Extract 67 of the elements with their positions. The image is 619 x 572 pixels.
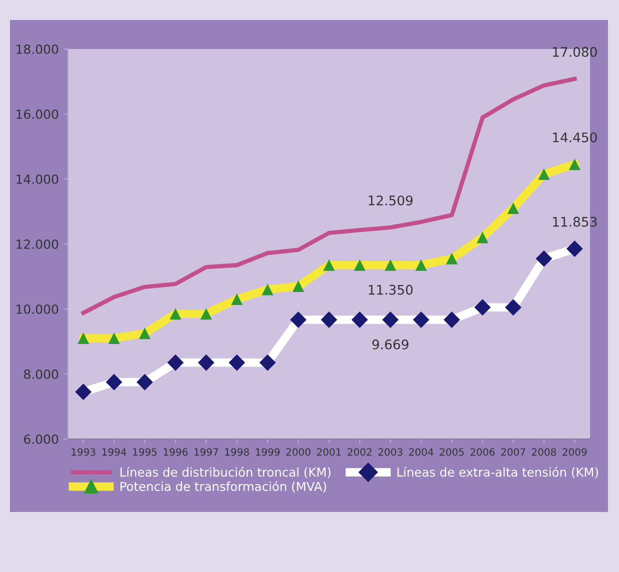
x-tick-label: 2002 bbox=[348, 448, 372, 456]
point bbox=[231, 293, 243, 306]
data-label: 9.669 bbox=[372, 339, 408, 350]
point bbox=[568, 158, 580, 170]
data-label: 14.450 bbox=[553, 132, 597, 142]
x-tick-label: 2009 bbox=[562, 448, 587, 456]
x-tick-label: 1998 bbox=[225, 448, 249, 456]
x-tick-label: 2004 bbox=[409, 448, 434, 456]
x-tick-label: 2005 bbox=[440, 448, 464, 456]
point bbox=[167, 354, 184, 371]
point bbox=[170, 308, 182, 320]
data-label: 17.080 bbox=[553, 46, 597, 57]
legend-label: Líneas de extra-alta tensión (KM) bbox=[398, 466, 598, 478]
y-tick-label: 16.000 bbox=[16, 109, 58, 119]
point bbox=[446, 252, 458, 264]
x-tick-label: 2007 bbox=[501, 448, 526, 456]
point bbox=[474, 299, 491, 316]
y-tick-label: 6.000 bbox=[24, 434, 58, 444]
point bbox=[262, 284, 274, 296]
x-tick-label: 1994 bbox=[102, 448, 126, 456]
data-label: 11.853 bbox=[553, 216, 597, 227]
x-tick-label: 2000 bbox=[286, 448, 310, 456]
point bbox=[200, 308, 212, 320]
legend-label: Líneas de distribución troncal (KM) bbox=[120, 466, 330, 478]
point bbox=[505, 299, 522, 316]
point bbox=[354, 259, 366, 271]
x-tick-label: 1996 bbox=[164, 448, 188, 456]
x-tick-label: 1999 bbox=[256, 448, 280, 456]
point bbox=[382, 312, 399, 328]
point bbox=[136, 374, 153, 390]
point bbox=[228, 354, 246, 371]
point bbox=[198, 354, 214, 371]
point bbox=[78, 332, 90, 344]
point bbox=[351, 312, 368, 328]
x-tick-label: 2008 bbox=[532, 448, 556, 456]
x-tick-label: 2003 bbox=[378, 448, 402, 456]
point bbox=[412, 312, 430, 328]
point bbox=[75, 384, 92, 400]
point bbox=[538, 168, 550, 180]
point bbox=[290, 312, 307, 328]
y-tick-label: 8.000 bbox=[24, 369, 58, 379]
x-tick-label: 2006 bbox=[470, 448, 495, 456]
y-tick-label: 10.000 bbox=[16, 304, 58, 314]
point bbox=[444, 312, 460, 328]
point bbox=[138, 328, 151, 340]
x-tick-label: 1995 bbox=[133, 448, 157, 456]
point bbox=[415, 259, 427, 271]
x-tick-label: 2001 bbox=[317, 448, 341, 456]
y-tick-label: 12.000 bbox=[16, 239, 58, 249]
legend-label: Potencia de transformación (MVA) bbox=[120, 481, 326, 492]
point bbox=[106, 374, 122, 390]
x-tick-label: 1997 bbox=[194, 448, 218, 456]
y-tick-label: 18.000 bbox=[16, 44, 58, 54]
point bbox=[292, 280, 304, 292]
point bbox=[507, 202, 520, 214]
data-label: 12.509 bbox=[368, 195, 413, 206]
point bbox=[323, 259, 335, 271]
point bbox=[320, 312, 338, 328]
y-tick-label: 14.000 bbox=[16, 174, 58, 184]
x-tick-label: 1993 bbox=[72, 448, 96, 456]
point bbox=[476, 232, 488, 244]
point bbox=[384, 259, 396, 271]
point bbox=[566, 240, 583, 257]
point bbox=[259, 354, 276, 371]
point bbox=[108, 332, 120, 344]
data-label: 11.350 bbox=[368, 284, 413, 295]
point bbox=[536, 250, 552, 267]
